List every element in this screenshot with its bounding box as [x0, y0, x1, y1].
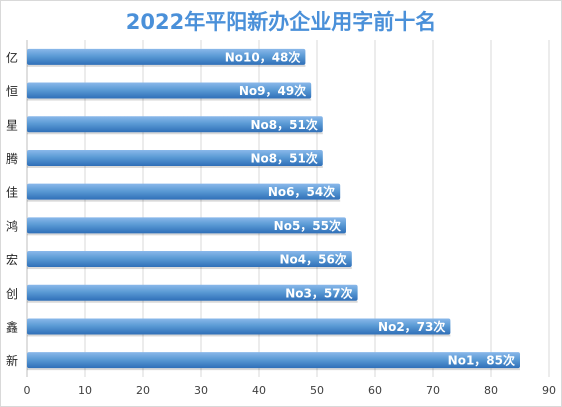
data-label: No2，73次 — [378, 319, 445, 334]
bar-shadow — [27, 132, 323, 135]
data-label: No3，57次 — [285, 285, 352, 300]
bar-佳 — [27, 183, 341, 200]
data-label: No4，56次 — [279, 252, 346, 267]
data-label: No1，85次 — [448, 353, 515, 368]
x-tick-label: 80 — [484, 384, 498, 397]
x-tick-label: 70 — [426, 384, 440, 397]
category-label: 恒 — [6, 85, 18, 99]
bar-星 — [27, 116, 323, 133]
category-label: 鑫 — [6, 319, 18, 334]
bar-shadow — [27, 267, 352, 270]
bar-shadow — [27, 98, 312, 101]
bar-鸿 — [27, 217, 346, 234]
bar-腾 — [27, 149, 323, 166]
bar-shadow — [27, 165, 323, 168]
bar-鑫 — [27, 318, 451, 335]
x-axis-ticks: 0 10 20 30 40 50 60 70 80 90 — [24, 384, 557, 397]
bar-shadow — [27, 300, 358, 303]
x-tick-label: 20 — [136, 384, 150, 397]
x-tick-label: 0 — [24, 384, 31, 397]
bar-亿 — [27, 48, 306, 65]
category-label: 宏 — [6, 252, 18, 267]
chart-title: 2022年平阳新办企业用字前十名 — [125, 10, 437, 34]
data-label: No9，49次 — [239, 83, 306, 98]
category-label: 腾 — [6, 151, 18, 166]
category-label: 创 — [6, 287, 18, 301]
bar-宏 — [27, 251, 352, 268]
bar-shadow — [27, 64, 306, 67]
x-tick-label: 60 — [368, 384, 382, 397]
x-tick-label: 50 — [310, 384, 324, 397]
bar-shadow — [27, 233, 346, 236]
bar-shadow — [27, 334, 451, 337]
x-tick-label: 10 — [78, 384, 92, 397]
bar-shadow — [27, 199, 341, 202]
bars — [27, 48, 520, 371]
data-label: No8，51次 — [250, 117, 317, 132]
category-label: 星 — [6, 118, 18, 132]
category-label: 佳 — [6, 186, 18, 200]
category-label: 亿 — [6, 50, 18, 65]
data-label: No8，51次 — [250, 150, 317, 165]
data-label: No5，55次 — [274, 218, 341, 233]
x-tick-label: 90 — [542, 384, 556, 397]
category-label: 新 — [6, 353, 18, 368]
bar-创 — [27, 284, 358, 301]
bar-恒 — [27, 82, 312, 99]
bar-新 — [27, 352, 520, 369]
x-tick-label: 30 — [194, 384, 208, 397]
bar-shadow — [27, 368, 520, 371]
data-label: No10，48次 — [225, 49, 301, 64]
data-label: No6，54次 — [268, 184, 335, 199]
category-label: 鸿 — [6, 219, 18, 233]
x-tick-label: 40 — [252, 384, 266, 397]
data-labels: No10，48次 No9，49次 No8，51次 No8，51次 No6，54次 No5，… — [225, 49, 515, 367]
